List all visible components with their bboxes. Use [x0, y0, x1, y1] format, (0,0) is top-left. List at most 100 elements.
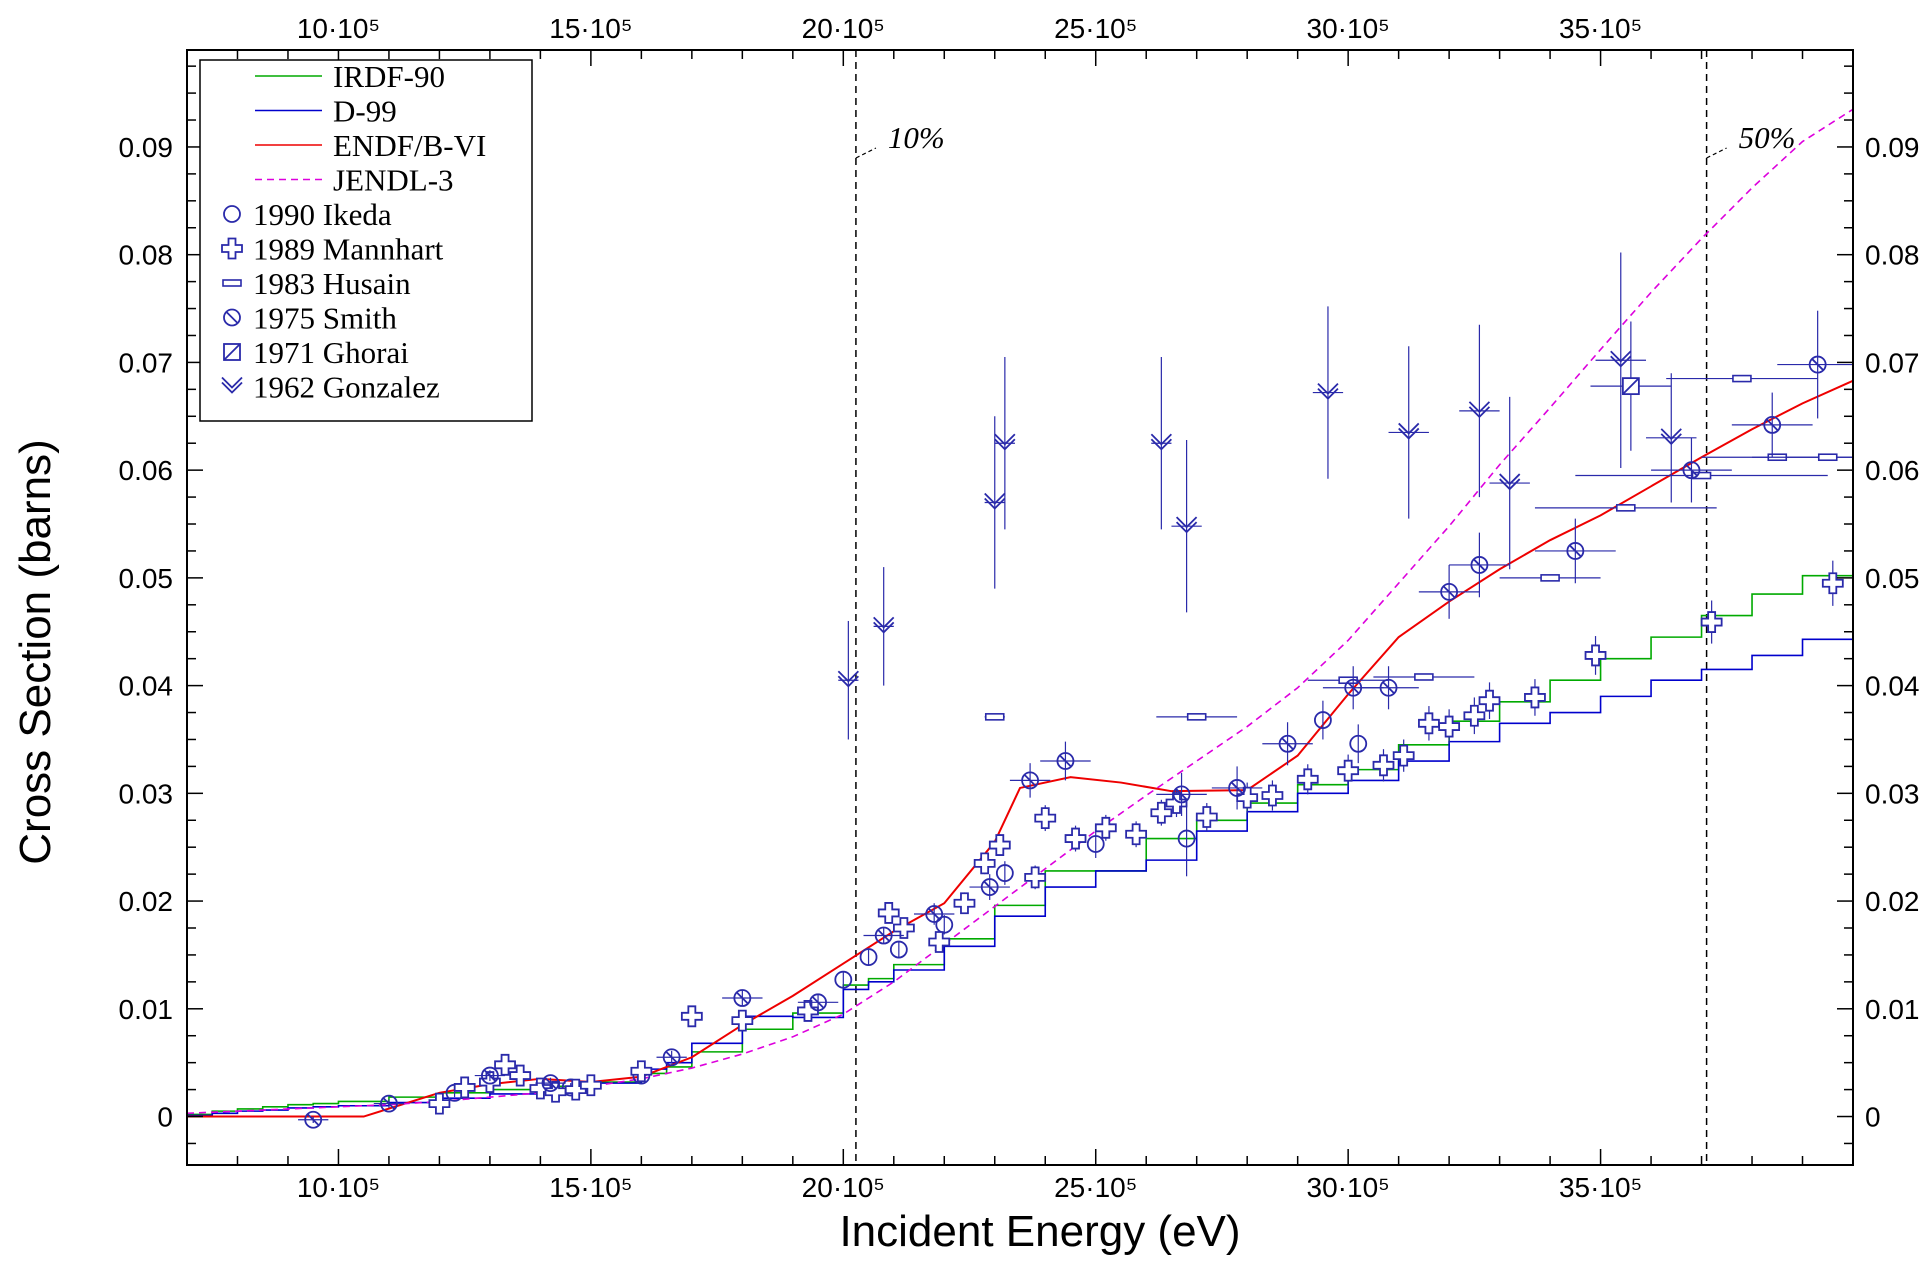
- point-1983-husain-4: [1540, 574, 1560, 582]
- point-1989-mannhart-8: [579, 1074, 602, 1097]
- y-tick-label-right: 0.03: [1865, 778, 1920, 809]
- point-1975-smith-20: [1682, 461, 1701, 480]
- point-1989-mannhart-25: [1165, 792, 1188, 814]
- point-1989-mannhart-35: [1463, 704, 1486, 727]
- plot-frame: [186, 49, 1854, 1166]
- point-1975-smith-11: [1056, 752, 1075, 770]
- point-1962-gonzalez-7: [1398, 422, 1420, 440]
- point-1989-mannhart-37: [1524, 686, 1546, 709]
- vline-leader-0: [855, 147, 877, 159]
- y-tick-label-left: 0.07: [119, 347, 174, 378]
- point-1989-mannhart-14: [892, 917, 915, 939]
- point-1989-mannhart-34: [1438, 715, 1461, 738]
- point-1989-mannhart-28: [1261, 784, 1284, 807]
- point-1975-smith-19: [1566, 542, 1585, 560]
- point-1962-gonzalez-8: [1468, 401, 1491, 419]
- x-tick-label-top: 35·10⁵: [1559, 13, 1642, 44]
- legend-marker-1971-ghorai: [223, 343, 241, 361]
- point-1989-mannhart-29: [1296, 768, 1319, 791]
- x-tick-label-bottom: 25·10⁵: [1054, 1172, 1137, 1203]
- y-tick-label-right: 0.07: [1865, 347, 1920, 378]
- vline-label-1: 50%: [1739, 120, 1796, 155]
- legend-marker-1989-mannhart: [221, 237, 243, 260]
- y-tick-label-left: 0: [157, 1102, 173, 1133]
- x-axis-title: Incident Energy (eV): [839, 1207, 1240, 1256]
- point-1989-mannhart-39: [1700, 611, 1723, 633]
- point-1975-smith-13: [1228, 779, 1246, 797]
- x-tick-label-bottom: 20·10⁵: [802, 1172, 885, 1203]
- point-1975-smith-8: [925, 905, 944, 923]
- y-tick-label-right: 0: [1865, 1102, 1881, 1133]
- y-tick-label-right: 0.04: [1865, 671, 1920, 702]
- y-tick-label-left: 0.08: [119, 240, 174, 271]
- point-1983-husain-1: [1186, 713, 1207, 721]
- point-1989-mannhart-1: [453, 1076, 476, 1099]
- vline-label-0: 10%: [888, 120, 945, 155]
- point-1989-mannhart-19: [1024, 866, 1047, 889]
- x-tick-label-bottom: 35·10⁵: [1559, 1172, 1642, 1203]
- point-1983-husain-7: [1732, 374, 1752, 383]
- point-1989-mannhart-0: [428, 1092, 451, 1115]
- point-1990-ikeda-11: [1349, 734, 1368, 753]
- point-1962-gonzalez-3: [994, 433, 1016, 451]
- point-1989-mannhart-30: [1337, 759, 1360, 782]
- legend-label: 1975 Smith: [253, 301, 397, 336]
- legend-label: 1962 Gonzalez: [253, 370, 440, 405]
- point-1989-mannhart-4: [509, 1064, 532, 1087]
- y-axis-title: Cross Section (barns): [11, 439, 60, 864]
- y-tick-label-right: 0.02: [1865, 886, 1920, 917]
- point-1990-ikeda-10: [1314, 711, 1332, 729]
- x-tick-label-bottom: 10·10⁵: [297, 1172, 380, 1203]
- point-1990-ikeda-7: [995, 864, 1014, 882]
- vline-leader-1: [1706, 147, 1727, 159]
- y-tick-label-left: 0.02: [119, 886, 174, 917]
- point-1975-smith-22: [1808, 355, 1827, 374]
- y-tick-label-left: 0.05: [119, 563, 174, 594]
- point-1975-smith-16: [1379, 678, 1398, 697]
- point-1990-ikeda-8: [1086, 835, 1105, 853]
- curve-endf-b-vi: [187, 379, 1853, 1118]
- legend-marker-1962-gonzalez: [221, 376, 243, 394]
- point-1975-smith-1: [380, 1094, 398, 1113]
- curve-d-99: [187, 629, 1853, 1117]
- y-tick-label-right: 0.09: [1865, 132, 1920, 163]
- point-1975-smith-4: [662, 1048, 681, 1067]
- x-tick-label-top: 30·10⁵: [1307, 13, 1390, 44]
- point-1975-smith-18: [1470, 556, 1489, 574]
- point-1989-mannhart-22: [1094, 816, 1117, 839]
- legend-marker-1990-ikeda: [223, 205, 241, 223]
- point-1962-gonzalez-5: [1175, 516, 1198, 534]
- point-1975-smith-10: [1021, 771, 1039, 790]
- y-tick-label-left: 0.06: [119, 455, 174, 486]
- point-1975-smith-21: [1763, 415, 1782, 434]
- legend-label: 1989 Mannhart: [253, 232, 444, 267]
- x-tick-label-top: 10·10⁵: [297, 13, 380, 44]
- point-1975-smith-9: [980, 878, 999, 896]
- point-1975-smith-3: [541, 1074, 560, 1093]
- point-1962-gonzalez-10: [1610, 350, 1632, 368]
- legend-label: ENDF/B-VI: [333, 128, 486, 163]
- x-tick-label-top: 20·10⁵: [802, 13, 885, 44]
- point-1990-ikeda-3: [834, 970, 853, 989]
- point-1975-smith-0: [304, 1110, 323, 1129]
- point-1989-mannhart-32: [1392, 744, 1415, 767]
- point-1983-husain-5: [1616, 504, 1636, 512]
- point-1990-ikeda-9: [1177, 829, 1196, 848]
- point-1989-mannhart-33: [1418, 712, 1440, 735]
- point-1975-smith-5: [733, 989, 752, 1007]
- legend-marker-1983-husain: [222, 279, 242, 287]
- point-1962-gonzalez-0: [837, 670, 859, 688]
- legend-label: IRDF-90: [333, 59, 445, 94]
- legend-label: 1971 Ghorai: [253, 335, 409, 370]
- legend-label: JENDL-3: [333, 163, 454, 198]
- point-1962-gonzalez-9: [1499, 473, 1521, 491]
- curve-jendl-3: [187, 108, 1853, 1115]
- y-tick-label-right: 0.08: [1865, 240, 1920, 271]
- y-tick-label-left: 0.03: [119, 778, 174, 809]
- y-tick-label-left: 0.09: [119, 132, 174, 163]
- y-tick-label-right: 0.01: [1865, 994, 1920, 1025]
- point-1983-husain-6: [1691, 471, 1712, 480]
- point-1983-husain-9: [1817, 453, 1838, 462]
- point-1983-husain-3: [1414, 673, 1434, 681]
